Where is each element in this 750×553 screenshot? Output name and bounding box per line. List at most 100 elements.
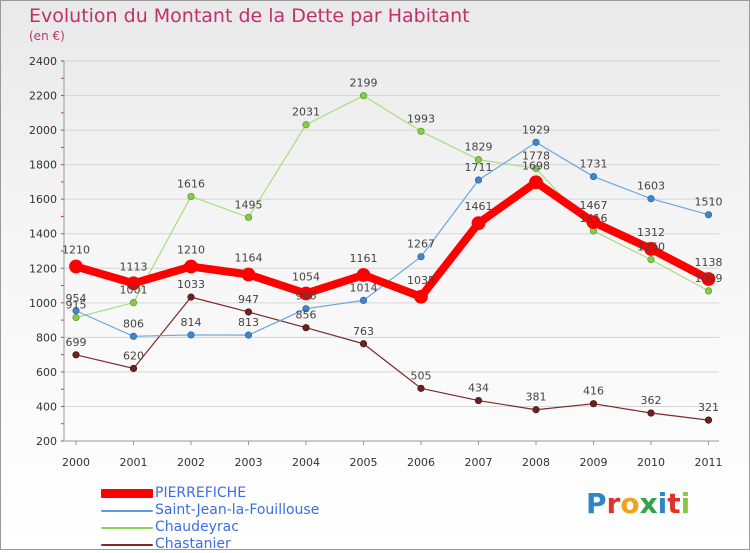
data-point <box>414 289 428 304</box>
data-label: 1312 <box>637 226 665 239</box>
data-point <box>417 384 425 392</box>
data-label: 1164 <box>235 251 263 264</box>
data-point <box>187 293 195 301</box>
y-tick-label: 200 <box>36 435 57 448</box>
x-tick-label: 2002 <box>177 456 205 469</box>
data-point <box>129 299 138 307</box>
data-label: 1210 <box>177 244 205 257</box>
data-point <box>244 331 253 339</box>
data-label: 2199 <box>350 77 378 90</box>
data-label: 813 <box>238 316 259 329</box>
legend-item-chaudeyrac: Chaudeyrac <box>101 519 401 536</box>
data-label: 1731 <box>580 158 608 171</box>
data-label: 1069 <box>695 272 723 285</box>
data-point <box>72 313 80 322</box>
legend-label: Chaudeyrac <box>155 519 239 535</box>
data-point <box>359 92 368 100</box>
data-point <box>72 307 80 315</box>
data-label: 806 <box>123 317 144 330</box>
data-point <box>184 259 198 274</box>
legend-swatch <box>101 510 153 512</box>
data-point <box>532 406 540 414</box>
data-point <box>359 340 368 348</box>
data-point <box>647 195 655 203</box>
legend-label: Saint-Jean-la-Fouillouse <box>155 502 320 518</box>
x-tick-label: 2010 <box>637 456 665 469</box>
data-point <box>356 268 371 282</box>
y-tick-label: 2000 <box>29 124 57 137</box>
data-point <box>589 400 598 408</box>
data-point <box>302 324 310 332</box>
data-label: 1711 <box>465 161 493 174</box>
legend-swatch <box>101 544 153 546</box>
x-tick-label: 2001 <box>120 456 148 469</box>
data-point <box>474 396 483 405</box>
data-point <box>471 216 486 231</box>
legend-label: Chastanier <box>155 536 231 552</box>
legend-item-pierrefiche: PIERREFICHE <box>101 485 401 502</box>
data-label: 1001 <box>120 284 148 297</box>
data-point <box>129 332 138 340</box>
data-label: 1495 <box>235 198 263 211</box>
y-tick-label: 1600 <box>29 193 57 206</box>
data-label: 434 <box>468 382 489 395</box>
data-point <box>72 351 80 359</box>
series-line-2 <box>75 95 710 319</box>
data-label: 1829 <box>465 141 493 154</box>
data-label: 1250 <box>637 241 665 254</box>
data-label: 1210 <box>62 244 90 257</box>
y-tick-label: 2400 <box>29 55 57 68</box>
data-point <box>647 409 655 417</box>
legend-swatch <box>101 489 153 498</box>
y-tick-label: 600 <box>36 366 57 379</box>
x-tick-label: 2011 <box>695 456 723 469</box>
data-label: 416 <box>583 385 604 398</box>
data-label: 321 <box>698 401 719 414</box>
x-tick-label: 2008 <box>522 456 550 469</box>
data-point <box>241 267 256 282</box>
data-point <box>644 242 658 256</box>
data-label: 1778 <box>522 149 550 162</box>
y-tick-label: 2200 <box>29 90 57 103</box>
x-tick-label: 2009 <box>580 456 608 469</box>
data-label: 1035 <box>407 274 435 287</box>
data-label: 1054 <box>292 270 320 283</box>
data-label: 1033 <box>177 278 205 291</box>
x-tick-label: 2005 <box>350 456 378 469</box>
data-point <box>474 156 483 164</box>
data-point <box>126 276 141 291</box>
data-point <box>704 416 713 424</box>
x-tick-label: 2003 <box>235 456 263 469</box>
data-point <box>704 211 713 219</box>
data-label: 699 <box>66 336 87 349</box>
data-point <box>129 364 138 373</box>
data-label: 505 <box>411 369 432 382</box>
x-tick-label: 2006 <box>407 456 435 469</box>
data-label: 362 <box>641 394 662 407</box>
chart-subtitle: (en €) <box>29 29 65 43</box>
y-tick-label: 1400 <box>29 228 57 241</box>
data-label: 1113 <box>120 260 148 273</box>
data-label: 1698 <box>522 159 550 172</box>
data-label: 763 <box>353 325 374 338</box>
data-label: 1138 <box>695 256 723 269</box>
data-point <box>244 213 253 221</box>
data-label: 620 <box>123 349 144 362</box>
data-label: 1616 <box>177 177 205 190</box>
y-tick-label: 800 <box>36 331 57 344</box>
legend-swatch <box>101 527 153 529</box>
chart-legend: PIERREFICHE Saint-Jean-la-Fouillouse Cha… <box>101 485 401 553</box>
data-label: 381 <box>526 391 547 404</box>
data-point <box>474 176 483 184</box>
data-label: 1510 <box>695 196 723 209</box>
series-line-0 <box>72 178 713 301</box>
data-label: 1993 <box>407 112 435 125</box>
data-point <box>701 272 716 286</box>
data-label: 915 <box>66 299 87 312</box>
data-point <box>529 175 543 190</box>
data-label: 856 <box>296 309 317 322</box>
series-line-3 <box>75 296 710 421</box>
data-point <box>302 121 310 129</box>
